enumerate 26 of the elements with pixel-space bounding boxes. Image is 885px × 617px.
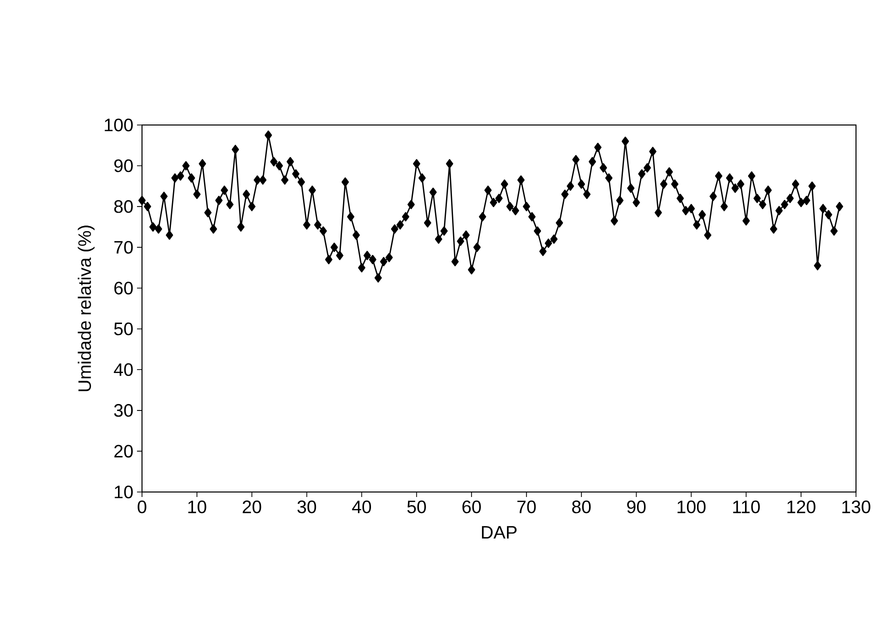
y-tick-label: 30 [114, 404, 133, 417]
x-tick-label: 100 [678, 500, 706, 514]
x-tick-label: 30 [297, 500, 316, 514]
x-tick-label: 60 [462, 500, 481, 514]
x-tick-label: 130 [842, 500, 870, 514]
x-tick-label: 120 [787, 500, 816, 514]
x-tick-label: 10 [188, 500, 206, 514]
x-tick-label: 70 [517, 500, 536, 514]
y-tick-label: 80 [114, 200, 133, 213]
y-tick-label: 40 [114, 363, 133, 376]
x-tick-label: 50 [407, 500, 426, 514]
x-axis-title: DAP [482, 526, 517, 539]
x-tick-label: 110 [733, 500, 760, 514]
y-tick-label: 90 [114, 159, 133, 172]
y-tick-label: 10 [114, 486, 133, 498]
x-tick-label: 20 [242, 500, 262, 514]
x-tick-label: 90 [627, 500, 646, 514]
x-tick-label: 40 [352, 500, 372, 514]
y-axis-title: Umidade relativa (%) [78, 226, 95, 392]
x-tick-label: 80 [572, 500, 591, 514]
y-tick-label: 20 [114, 444, 133, 458]
y-tick-label: 70 [114, 240, 133, 254]
y-tick-label: 60 [114, 282, 133, 294]
y-tick-label: 50 [114, 322, 133, 336]
x-tick-label: 0 [138, 500, 146, 514]
y-tick-label: 100 [104, 118, 133, 132]
